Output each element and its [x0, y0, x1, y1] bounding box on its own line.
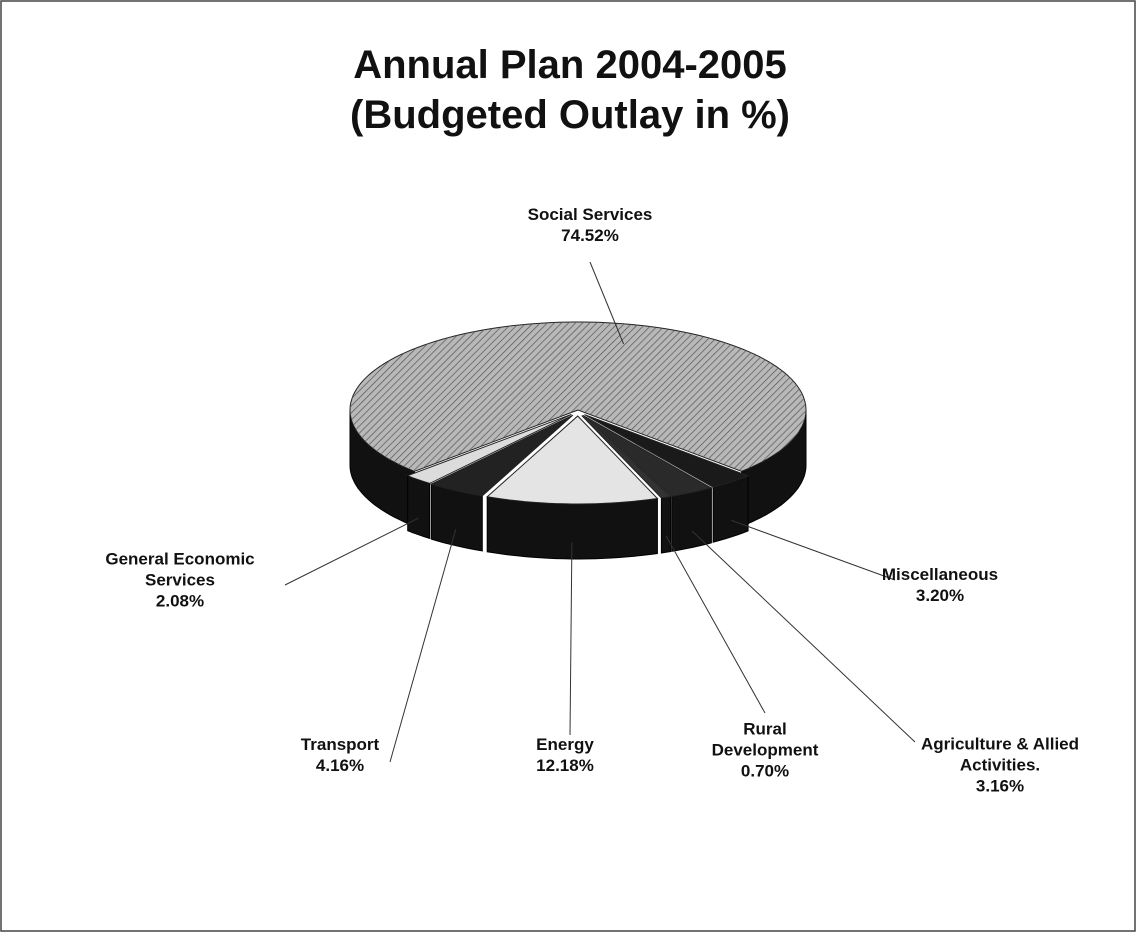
value-label: 0.70% — [740, 761, 790, 781]
slice-label: General Economic Services 2.08% — [95, 549, 265, 612]
value-label: 3.16% — [975, 776, 1025, 796]
leader-line — [731, 519, 896, 581]
slice — [486, 415, 659, 505]
category-label: Miscellaneous — [881, 565, 999, 584]
slice — [584, 414, 750, 488]
value-label: 2.08% — [155, 591, 205, 611]
category-label: Energy — [536, 735, 594, 754]
category-label: Rural Development — [711, 719, 819, 760]
leader-line — [569, 542, 573, 736]
slice — [429, 414, 574, 497]
category-label: Social Services — [527, 205, 653, 224]
leader-line — [389, 529, 457, 763]
leader-line — [665, 535, 766, 714]
slice — [406, 413, 572, 484]
slice-label: Social Services 74.52% — [490, 204, 690, 246]
slice-side — [407, 474, 431, 540]
slice-side — [660, 496, 672, 554]
slice-hatch — [350, 322, 806, 472]
category-label: General Economic Services — [105, 549, 255, 590]
leader-line — [589, 261, 625, 345]
chart-title: Annual Plan 2004-2005 — [353, 43, 787, 87]
slice-label: Agriculture & Allied Activities. 3.16% — [900, 734, 1100, 797]
slice-label: Energy 12.18% — [495, 734, 635, 776]
slice — [582, 414, 713, 497]
chart-subtitle: (Budgeted Outlay in %) — [350, 93, 790, 137]
category-label: Transport — [300, 735, 380, 754]
slice-label: Transport 4.16% — [270, 734, 410, 776]
leader-line — [284, 517, 419, 586]
value-label: 74.52% — [561, 226, 619, 245]
slice — [581, 415, 672, 499]
slice-side — [671, 487, 712, 552]
slice-label: Rural Development 0.70% — [700, 719, 830, 782]
slice-label: Miscellaneous 3.20% — [860, 564, 1020, 606]
category-label: Agriculture & Allied Activities. — [920, 734, 1080, 775]
leader-line — [691, 530, 916, 743]
value-label: 3.20% — [915, 586, 965, 605]
value-label: 12.18% — [536, 756, 594, 775]
value-label: 4.16% — [315, 756, 365, 775]
